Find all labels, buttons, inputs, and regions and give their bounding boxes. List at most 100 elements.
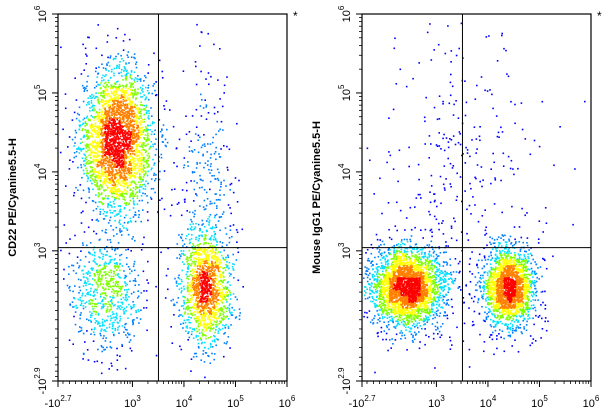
data-point xyxy=(209,315,211,318)
data-point xyxy=(189,223,192,226)
data-point xyxy=(125,87,127,90)
data-point xyxy=(123,192,126,195)
data-point xyxy=(218,310,220,312)
data-point xyxy=(141,119,144,121)
data-point xyxy=(209,293,212,296)
data-point xyxy=(127,125,130,128)
data-point xyxy=(107,144,110,146)
data-point xyxy=(109,117,112,119)
data-point xyxy=(123,227,125,229)
data-point xyxy=(100,121,103,123)
data-point xyxy=(196,265,199,267)
data-point xyxy=(82,358,84,360)
data-point xyxy=(92,209,95,212)
data-point xyxy=(119,205,121,207)
data-point xyxy=(122,79,124,81)
data-point xyxy=(107,125,110,127)
data-point xyxy=(108,152,111,154)
data-point xyxy=(140,309,142,311)
data-point xyxy=(94,305,96,308)
data-point xyxy=(200,339,203,341)
data-point xyxy=(126,124,129,126)
data-point xyxy=(198,332,201,334)
data-point xyxy=(202,267,205,270)
data-point xyxy=(176,301,178,304)
data-point xyxy=(108,154,110,156)
data-point xyxy=(140,195,143,197)
data-point xyxy=(165,274,168,277)
data-point xyxy=(133,115,136,117)
data-point xyxy=(190,288,193,290)
data-point xyxy=(103,167,106,169)
data-point xyxy=(94,152,96,155)
data-point xyxy=(216,260,219,262)
data-point xyxy=(216,293,219,295)
data-point xyxy=(111,206,113,208)
data-point xyxy=(196,283,198,285)
data-point xyxy=(111,92,113,94)
data-point xyxy=(79,184,82,186)
data-point xyxy=(202,153,204,156)
data-point xyxy=(212,274,214,277)
data-point xyxy=(105,134,108,136)
data-point xyxy=(194,268,197,271)
data-point xyxy=(105,245,108,248)
data-point xyxy=(210,163,212,165)
data-point xyxy=(126,105,129,107)
data-point xyxy=(101,321,104,324)
data-point xyxy=(220,266,222,268)
data-point xyxy=(197,316,200,318)
data-point xyxy=(121,117,124,120)
data-point xyxy=(224,285,227,288)
data-point xyxy=(238,308,241,310)
data-point xyxy=(195,253,198,255)
data-point xyxy=(194,226,197,228)
data-point xyxy=(134,57,136,60)
data-point xyxy=(111,125,113,127)
data-point xyxy=(224,307,227,309)
data-point xyxy=(226,286,229,289)
data-point xyxy=(137,116,139,119)
data-point xyxy=(135,98,137,101)
data-point xyxy=(105,265,107,268)
data-point xyxy=(197,335,199,337)
data-point xyxy=(88,162,90,165)
data-point xyxy=(113,321,115,324)
data-point xyxy=(193,288,195,291)
data-point xyxy=(125,144,128,146)
data-point xyxy=(122,144,125,146)
data-point xyxy=(125,154,127,156)
data-point xyxy=(216,261,218,263)
data-point xyxy=(121,166,123,168)
data-point xyxy=(129,333,131,336)
data-point xyxy=(79,124,82,126)
data-point xyxy=(104,75,106,78)
data-point xyxy=(241,228,244,231)
data-point xyxy=(113,296,115,299)
data-point xyxy=(98,201,100,203)
data-point xyxy=(88,197,91,199)
data-point xyxy=(226,295,228,297)
data-point xyxy=(95,111,98,114)
data-point xyxy=(141,142,143,144)
data-point xyxy=(95,194,97,196)
data-point xyxy=(227,318,230,320)
data-point xyxy=(94,178,97,180)
data-point xyxy=(123,90,126,92)
data-point xyxy=(202,276,205,279)
data-point xyxy=(207,143,209,145)
data-point xyxy=(147,164,150,166)
data-point xyxy=(120,193,122,195)
data-point xyxy=(78,286,81,288)
data-point xyxy=(134,151,137,153)
data-point xyxy=(90,100,93,102)
data-point xyxy=(138,117,140,120)
data-point xyxy=(215,263,218,265)
data-point xyxy=(109,189,112,192)
data-point xyxy=(94,261,96,263)
data-point xyxy=(120,97,122,99)
data-point xyxy=(188,275,190,278)
data-point xyxy=(133,92,135,95)
data-point xyxy=(134,160,136,162)
data-point xyxy=(116,262,118,264)
